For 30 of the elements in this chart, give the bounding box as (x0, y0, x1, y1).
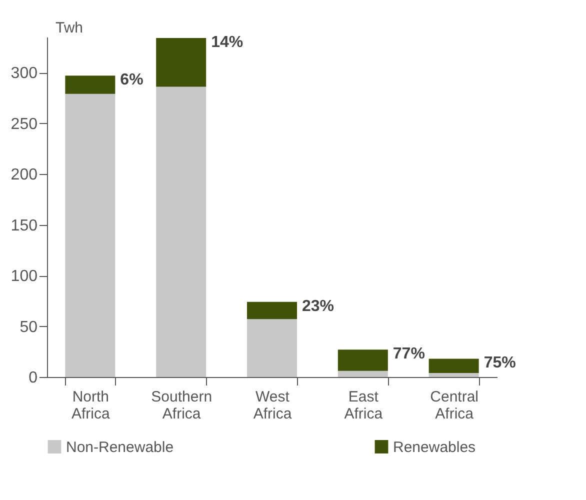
x-tick-label: Central Africa (430, 388, 478, 422)
bar (247, 319, 297, 377)
bar (428, 358, 479, 373)
bar (338, 370, 388, 377)
annotation: 6% (120, 72, 144, 89)
annotation: 75% (484, 354, 516, 372)
bar (156, 86, 206, 377)
y-tick-label: 200 (10, 166, 38, 184)
legend-label: Renewables (393, 438, 476, 456)
annotation: 77% (392, 346, 425, 363)
annotation: 23% (302, 298, 334, 315)
y-tick-label: 100 (10, 268, 38, 286)
y-tick-label: 0 (28, 370, 38, 386)
bar (65, 76, 116, 94)
x-tick-label: Southern Africa (151, 388, 212, 422)
bar (247, 302, 297, 320)
y-tick-label: 150 (10, 217, 38, 234)
x-tick-label: North Africa (72, 388, 111, 422)
annotation: 14% (211, 34, 244, 52)
y-tick-label: 250 (10, 116, 38, 133)
legend-label: Non-Renewable (66, 438, 174, 456)
y-axis-title: Twh (56, 20, 84, 36)
y-tick-label: 300 (10, 65, 38, 82)
x-tick-label: West Africa (253, 388, 292, 422)
y-tick-label: 50 (20, 318, 38, 336)
bar (156, 38, 206, 87)
bar (65, 94, 116, 377)
x-tick-label: East Africa (344, 388, 384, 422)
bar (428, 372, 479, 377)
bar (338, 350, 388, 371)
